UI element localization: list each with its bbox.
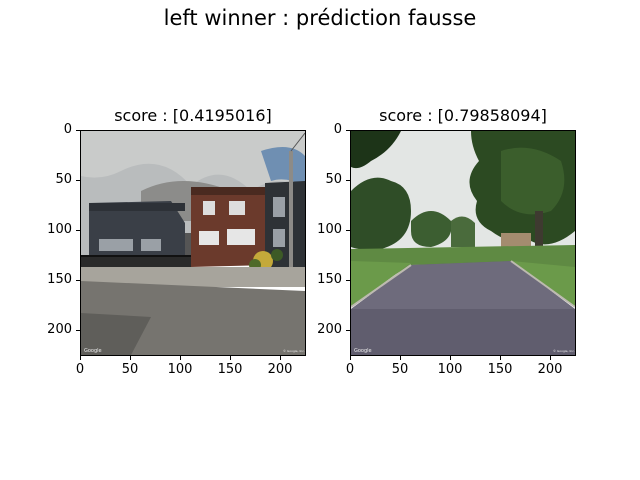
left-ytick-label: 50 (55, 172, 72, 187)
left-image-frame: Google © Google, Inc. (80, 130, 306, 356)
left-watermark-right: © Google, Inc. (283, 349, 305, 353)
right-xtick-label: 0 (345, 362, 355, 377)
right-ytick-label: 200 (317, 322, 342, 337)
left-xtick-label: 0 (75, 362, 85, 377)
right-ytick-label: 50 (325, 172, 342, 187)
left-xtick-mark (230, 356, 231, 360)
right-ytick-mark (346, 230, 350, 231)
left-ytick-label: 150 (47, 272, 72, 287)
right-street-image: Google © Google, Inc. (351, 131, 575, 355)
right-xtick-label: 50 (391, 362, 409, 377)
left-xtick-label: 200 (267, 362, 293, 377)
left-ytick-mark (76, 230, 80, 231)
right-xtick-mark (350, 356, 351, 360)
left-ytick-mark (76, 280, 80, 281)
left-panel-title: score : [0.4195016] (114, 106, 272, 125)
right-ytick-mark (346, 280, 350, 281)
right-ytick-label: 150 (317, 272, 342, 287)
left-xtick-mark (180, 356, 181, 360)
left-watermark-left: Google (84, 348, 102, 354)
left-ytick-label: 100 (47, 222, 72, 237)
right-ytick-mark (346, 330, 350, 331)
left-ytick-mark (76, 130, 80, 131)
left-xtick-label: 100 (167, 362, 193, 377)
right-xtick-label: 100 (437, 362, 463, 377)
right-panel-title: score : [0.79858094] (379, 106, 547, 125)
right-xtick-mark (400, 356, 401, 360)
left-ytick-mark (76, 180, 80, 181)
left-xtick-mark (80, 356, 81, 360)
left-xtick-mark (130, 356, 131, 360)
right-image-frame: Google © Google, Inc. (350, 130, 576, 356)
left-ytick-mark (76, 330, 80, 331)
figure-title: left winner : prédiction fausse (163, 6, 477, 30)
left-street-image: Google © Google, Inc. (81, 131, 305, 355)
right-ytick-label: 0 (333, 122, 342, 137)
left-xtick-mark (280, 356, 281, 360)
right-ytick-label: 100 (317, 222, 342, 237)
right-xtick-mark (550, 356, 551, 360)
left-xtick-label: 50 (121, 362, 139, 377)
right-ytick-mark (346, 180, 350, 181)
right-xtick-mark (450, 356, 451, 360)
right-xtick-label: 150 (487, 362, 513, 377)
right-watermark-right: © Google, Inc. (553, 349, 575, 353)
right-xtick-label: 200 (537, 362, 563, 377)
left-ytick-label: 0 (63, 122, 72, 137)
right-watermark-left: Google (354, 348, 372, 354)
right-ytick-mark (346, 130, 350, 131)
left-xtick-label: 150 (217, 362, 243, 377)
left-ytick-label: 200 (47, 322, 72, 337)
right-xtick-mark (500, 356, 501, 360)
